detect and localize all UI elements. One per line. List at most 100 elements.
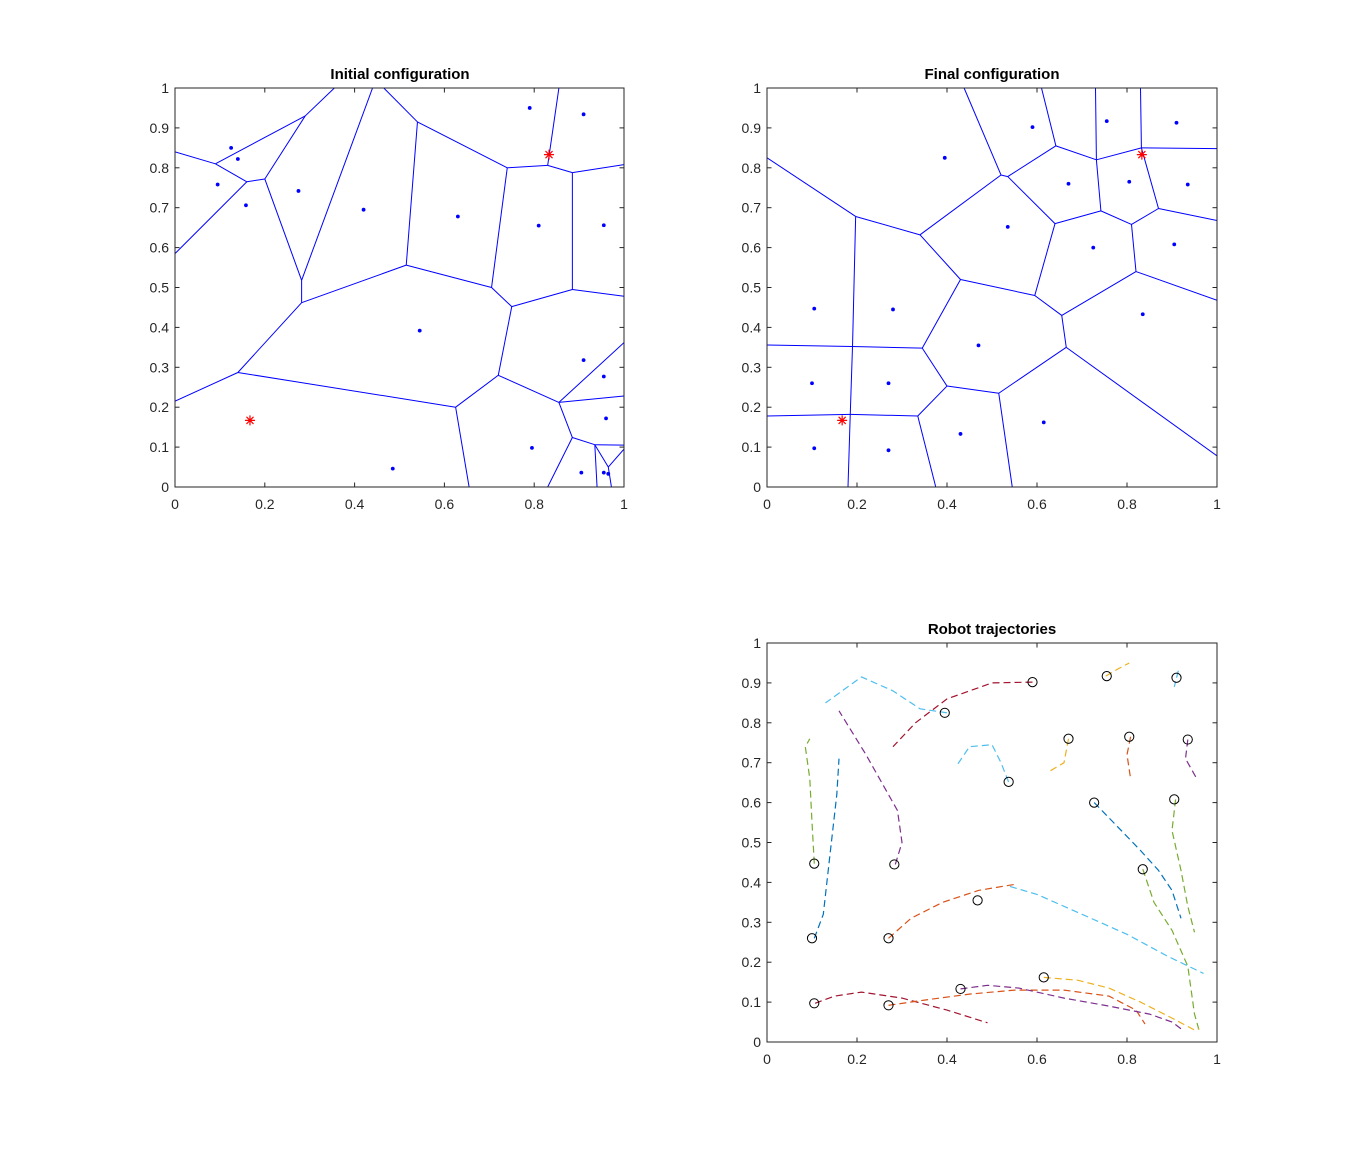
robot-point (536, 223, 541, 228)
y-tick-label: 0.7 (742, 200, 762, 216)
voronoi-edge (1000, 174, 1008, 178)
robot-point (601, 470, 606, 475)
voronoi-edge (919, 234, 961, 280)
voronoi-edge (497, 306, 513, 376)
voronoi-edge (1095, 159, 1102, 211)
voronoi-edge (558, 342, 624, 403)
final-position-marker (972, 895, 983, 906)
y-tick-label: 0.2 (742, 399, 762, 415)
trajectory-line (1126, 736, 1132, 779)
final-position-marker (1003, 776, 1014, 787)
plot-content (767, 88, 1217, 487)
robot-point (1172, 242, 1177, 247)
robot-point (215, 182, 220, 187)
voronoi-edge (594, 444, 598, 487)
voronoi-edge (1096, 147, 1142, 161)
robot-point (942, 155, 947, 160)
y-tick-label: 0.5 (742, 835, 762, 851)
voronoi-edge (237, 302, 302, 373)
robot-point (244, 203, 248, 208)
voronoi-edge (607, 466, 612, 487)
final-position-marker (883, 933, 894, 944)
y-tick-label: 0.9 (742, 120, 762, 136)
x-tick-label: 0.4 (937, 1051, 957, 1067)
robot-point (810, 381, 814, 386)
y-tick-label: 0.3 (150, 359, 170, 375)
trajectory-line (1105, 662, 1130, 677)
y-tick-label: 0.8 (742, 715, 762, 731)
chart-title: Initial configuration (330, 66, 469, 83)
robot-point (527, 106, 532, 110)
y-tick-label: 0.5 (742, 280, 762, 296)
voronoi-edge (607, 448, 624, 468)
plot-area (175, 88, 624, 487)
voronoi-edge (558, 402, 573, 438)
voronoi-edge (917, 415, 937, 487)
trajectory-line (1184, 739, 1198, 779)
axes-robot-trajectories: Robot trajectories 0 0.2 0.4 0.6 0.8 1 0 0.1 0.2… (742, 621, 1222, 1067)
y-tick-label: 0.3 (742, 914, 762, 930)
final-position-marker (1182, 734, 1193, 745)
voronoi-edge (455, 407, 470, 487)
voronoi-edge (1158, 208, 1217, 221)
robot-point (812, 446, 817, 451)
voronoi-edge (507, 164, 548, 169)
y-tick-label: 0.8 (742, 160, 762, 176)
robot-point (296, 189, 301, 193)
final-position-marker (809, 858, 820, 869)
robot-point (361, 207, 366, 212)
voronoi-edge (855, 215, 921, 236)
robot-point (1104, 119, 1109, 124)
robot-point (581, 358, 586, 363)
trajectory-line (825, 676, 948, 714)
plot-content (175, 88, 624, 487)
y-tick-label: 0.6 (742, 795, 762, 811)
voronoi-edge (558, 395, 624, 403)
robot-point (601, 223, 606, 228)
robot-point (886, 448, 891, 453)
trajectory-line (804, 738, 815, 864)
final-position-marker (1169, 794, 1180, 805)
robot-point (390, 466, 395, 471)
y-tick-label: 0.5 (150, 280, 170, 296)
x-tick-label: 0.2 (847, 496, 867, 512)
trajectory-line (1050, 738, 1070, 772)
voronoi-edge (849, 346, 853, 415)
y-tick-label: 0 (161, 479, 169, 495)
voronoi-edge (1065, 346, 1217, 457)
target-marker (1136, 149, 1147, 160)
chart-title: Final configuration (925, 66, 1060, 83)
y-tick-label: 0.9 (742, 675, 762, 691)
x-tick-label: 0.2 (255, 496, 275, 512)
trajectory-line (892, 681, 1033, 748)
voronoi-edge (301, 264, 407, 304)
voronoi-edge (998, 393, 1013, 487)
x-tick-label: 0.6 (1027, 1051, 1047, 1067)
voronoi-edge (847, 414, 851, 487)
y-tick-label: 0.4 (742, 319, 762, 335)
voronoi-edge (1007, 145, 1057, 177)
voronoi-edge (1095, 88, 1097, 160)
voronoi-edge (491, 167, 508, 288)
axes-initial-configuration: Initial configuration 0 0.2 0.4 0.6 0.8 1 0 0.1… (150, 66, 629, 512)
robot-point (1127, 179, 1132, 184)
voronoi-edge (921, 347, 948, 387)
voronoi-edge (572, 437, 595, 446)
robot-point (417, 328, 422, 333)
final-position-marker (1137, 864, 1148, 875)
robot-point (1091, 245, 1096, 250)
robot-point (976, 343, 981, 348)
robot-point (1140, 312, 1145, 317)
y-tick-label: 0.3 (742, 359, 762, 375)
x-tick-label: 0.4 (345, 496, 365, 512)
voronoi-edge (998, 346, 1067, 394)
trajectory-line (1142, 869, 1200, 1031)
voronoi-edge (850, 413, 918, 417)
x-tick-label: 1 (1213, 496, 1221, 512)
voronoi-edge (264, 178, 303, 281)
voronoi-edge (852, 346, 923, 349)
target-marker (837, 415, 848, 426)
voronoi-edge (547, 164, 573, 174)
robot-point (579, 470, 584, 475)
